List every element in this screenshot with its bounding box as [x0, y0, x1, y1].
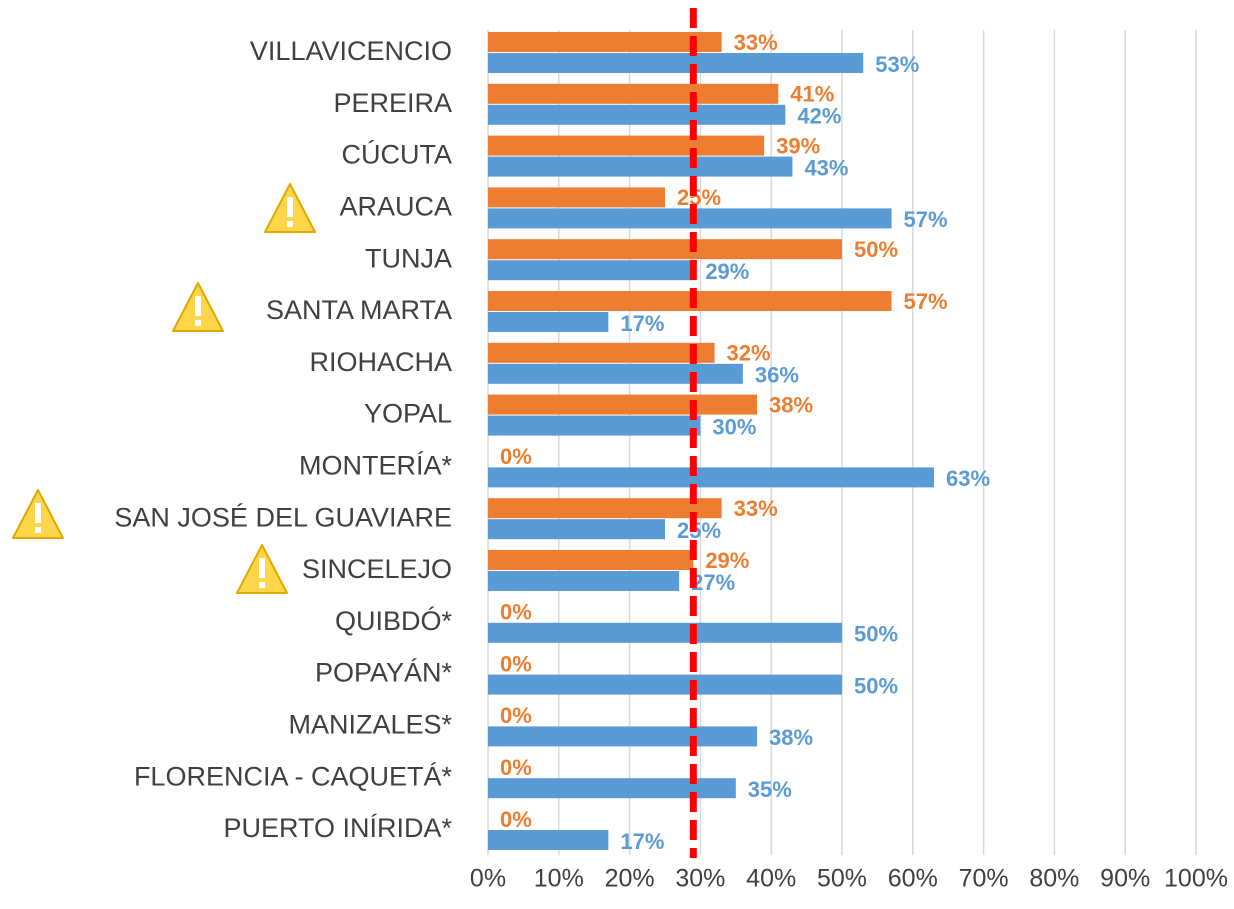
category-label: POPAYÁN*	[315, 658, 453, 688]
bar	[488, 260, 694, 281]
category-label: VILLAVICENCIO	[250, 36, 452, 66]
value-label: 41%	[790, 82, 834, 107]
category-label: SAN JOSÉ DEL GUAVIARE	[114, 502, 452, 532]
value-label: 38%	[769, 725, 813, 750]
bar	[488, 415, 701, 436]
bar	[488, 32, 722, 52]
bar	[488, 571, 680, 591]
bar	[488, 498, 722, 519]
value-label: 50%	[854, 622, 898, 647]
value-label: 0%	[500, 755, 532, 780]
value-label: 32%	[727, 341, 771, 366]
value-label: 42%	[797, 104, 841, 129]
value-label: 57%	[904, 207, 948, 232]
value-label: 27%	[691, 570, 735, 595]
value-label: 63%	[946, 466, 990, 491]
bar	[488, 342, 715, 363]
bar	[488, 53, 864, 73]
x-tick-label: 0%	[470, 865, 506, 893]
x-tick-label: 40%	[746, 865, 796, 893]
value-label: 33%	[734, 30, 778, 55]
x-tick-label: 50%	[817, 865, 867, 893]
category-label: MANIZALES*	[288, 710, 452, 740]
category-label: CÚCUTA	[342, 139, 453, 170]
x-tick-label: 60%	[888, 865, 938, 893]
category-label: ARAUCA	[339, 192, 452, 222]
bar	[488, 187, 665, 208]
value-label: 57%	[904, 289, 948, 314]
value-label: 39%	[776, 133, 820, 158]
x-tick-label: 100%	[1164, 865, 1228, 893]
value-label: 50%	[854, 237, 898, 262]
value-label: 43%	[804, 155, 848, 180]
warning-icon	[236, 544, 288, 594]
x-tick-label: 90%	[1100, 865, 1150, 893]
category-label: FLORENCIA - CAQUETÁ*	[134, 761, 453, 791]
bar	[488, 239, 842, 260]
x-tick-label: 20%	[605, 865, 655, 893]
value-label: 0%	[500, 703, 532, 728]
category-label: YOPAL	[364, 399, 452, 429]
bar	[488, 674, 842, 695]
value-label: 53%	[875, 52, 919, 77]
value-label: 30%	[712, 414, 756, 439]
bar	[488, 363, 743, 384]
bar	[488, 83, 779, 104]
value-label: 35%	[748, 777, 792, 802]
category-label: QUIBDÓ*	[335, 605, 453, 636]
value-label: 0%	[500, 807, 532, 832]
x-tick-label: 30%	[675, 865, 725, 893]
x-tick-label: 80%	[1029, 865, 1079, 893]
value-label: 17%	[620, 311, 664, 336]
category-label: PUERTO INÍRIDA*	[223, 813, 452, 843]
value-label: 0%	[500, 600, 532, 625]
value-label: 17%	[620, 829, 664, 854]
value-label: 25%	[677, 185, 721, 210]
value-label: 33%	[734, 496, 778, 521]
value-label: 29%	[705, 259, 749, 284]
category-label: MONTERÍA*	[299, 451, 453, 481]
x-tick-label: 10%	[534, 865, 584, 893]
value-label: 0%	[500, 651, 532, 676]
bar	[488, 519, 665, 540]
bar	[488, 550, 694, 570]
bar	[488, 622, 842, 643]
bar	[488, 104, 786, 125]
category-label: SINCELEJO	[302, 554, 452, 584]
value-label: 0%	[500, 444, 532, 469]
value-label: 25%	[677, 518, 721, 543]
warning-icon	[172, 282, 224, 332]
bar	[488, 830, 609, 850]
category-label: TUNJA	[365, 243, 452, 273]
bar	[488, 467, 935, 488]
bar	[488, 208, 892, 229]
bar	[488, 156, 793, 177]
warning-icon	[264, 183, 316, 233]
category-label: RIOHACHA	[309, 347, 452, 377]
x-tick-label: 70%	[959, 865, 1009, 893]
category-label: PEREIRA	[333, 88, 452, 118]
value-label: 50%	[854, 673, 898, 698]
bar	[488, 726, 758, 747]
value-label: 38%	[769, 392, 813, 417]
bar	[488, 394, 758, 415]
bar	[488, 135, 765, 156]
warning-icon	[12, 489, 64, 539]
bar	[488, 291, 892, 311]
category-label: SANTA MARTA	[266, 295, 452, 325]
value-label: 29%	[705, 548, 749, 573]
value-label: 36%	[755, 363, 799, 388]
bar	[488, 778, 736, 799]
bar	[488, 312, 609, 332]
